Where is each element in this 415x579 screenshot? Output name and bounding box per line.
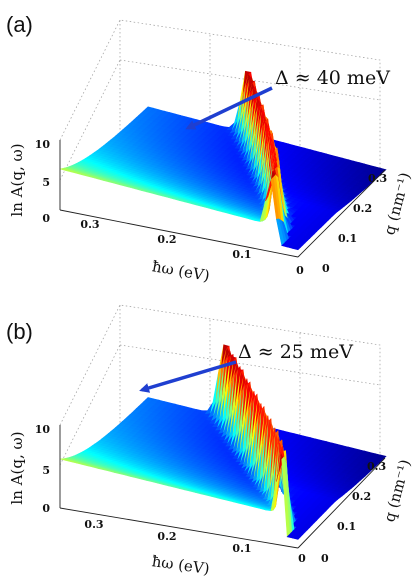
panel-a-chart: (a) 10 5 0 0.3 0.2 0.1 0 0 0.1 0.2 0.3 ħ… — [6, 12, 414, 285]
panel-a-x-tick: 0 — [296, 264, 304, 277]
panel-a-y-tick: 0 — [322, 262, 330, 275]
panel-b-x-tick: 0.2 — [157, 530, 176, 543]
panel-b-letter: (b) — [6, 319, 33, 344]
panel-a-letter: (a) — [6, 12, 33, 37]
panel-b-y-tick: 0.1 — [337, 520, 356, 533]
panel-a-x-tick: 0.2 — [157, 233, 176, 246]
panel-a-y-tick: 0.1 — [338, 232, 357, 245]
panel-a-y-tick: 0.2 — [353, 202, 372, 215]
panel-b-annotation-arrow — [139, 360, 237, 393]
panel-a-x-label: ħω (eV) — [151, 257, 211, 285]
panel-b-y-tick: 0.2 — [352, 490, 371, 503]
panel-b-y-tick: 0.3 — [367, 460, 386, 473]
panel-b-axes — [59, 425, 386, 549]
panel-a-axes — [59, 140, 386, 258]
panel-b-chart: (b) 10 5 0 0.3 0.2 0.1 0 0 0.1 0.2 0.3 ħ… — [6, 304, 414, 578]
panel-b-x-tick: 0.3 — [84, 518, 103, 531]
panel-a-y-tick: 0.3 — [368, 172, 387, 185]
surface-cell — [292, 245, 301, 251]
panel-b-z-tick: 0 — [42, 502, 50, 515]
panel-b-x-tick: 0 — [298, 552, 306, 565]
panel-a-z-label: ln A(q, ω) — [8, 143, 26, 216]
panel-b-z-tick: 10 — [35, 423, 51, 436]
panel-a-x-tick: 0.3 — [80, 218, 99, 231]
panel-a-x-tick: 0.1 — [232, 248, 251, 261]
panel-b-x-label: ħω (eV) — [151, 552, 211, 578]
panel-b-y-tick: 0 — [321, 552, 329, 565]
panel-a-z-tick: 0 — [42, 212, 50, 225]
panel-b-z-label: ln A(q, ω) — [8, 431, 26, 504]
panel-a-surface — [59, 70, 387, 251]
panel-a-annotation-arrow — [185, 86, 273, 130]
panel-b-x-tick: 0.1 — [232, 542, 251, 555]
panel-a-gap-annotation: Δ ≈ 40 meV — [275, 67, 390, 89]
panel-b-gap-annotation: Δ ≈ 25 meV — [238, 341, 353, 363]
panel-a-z-tick: 10 — [35, 138, 51, 151]
surface-cell — [292, 535, 301, 540]
panel-b-surface — [59, 344, 387, 540]
panel-b-z-tick: 5 — [42, 464, 50, 477]
panel-a-z-tick: 5 — [42, 176, 50, 189]
